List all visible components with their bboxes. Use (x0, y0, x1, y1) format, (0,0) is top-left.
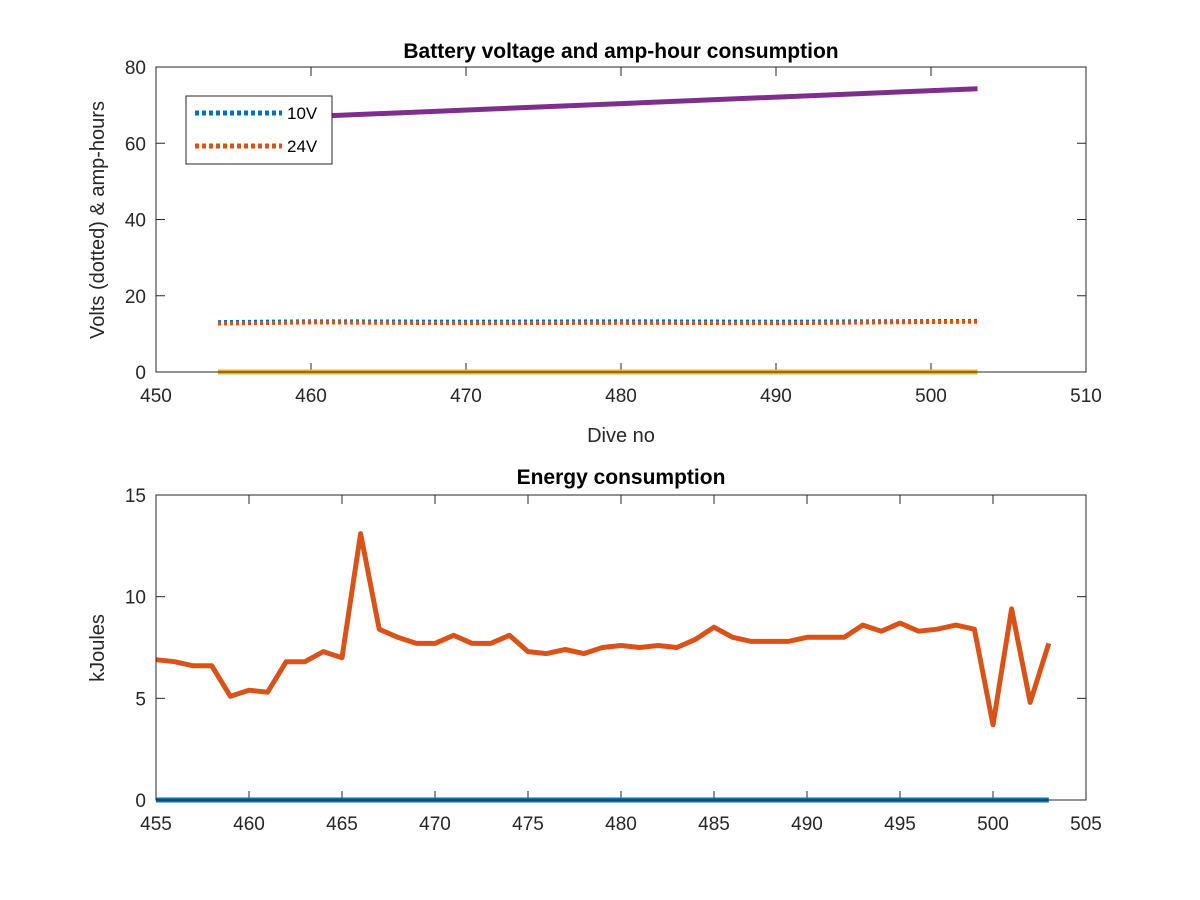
top-xtick-label: 500 (915, 386, 947, 407)
bottom-plot-title: Energy consumption (517, 466, 726, 489)
top-xtick-label: 510 (1070, 386, 1102, 407)
bottom-xtick-label: 485 (698, 814, 730, 835)
bottom-plot-ylabel: kJoules (87, 614, 109, 682)
bottom-plot-frame (155, 494, 1087, 801)
bottom-xtick-label: 505 (1070, 814, 1102, 835)
top-plot-ylabel: Volts (dotted) & amp-hours (87, 101, 109, 339)
top-ytick-label: 40 (125, 211, 146, 232)
top-xtick-label: 460 (295, 386, 327, 407)
legend-label-24v: 24V (287, 137, 318, 156)
bottom-xtick-label: 455 (140, 814, 172, 835)
bottom-xtick-label: 460 (233, 814, 265, 835)
bottom-series-line-1 (155, 531, 1052, 728)
top-plot-ticks: 450 460 470 480 490 500 510 0 20 40 60 80 (125, 58, 1102, 407)
bottom-ytick-label: 5 (135, 689, 146, 710)
bottom-xtick-label: 495 (884, 814, 916, 835)
bottom-ytick-label: 0 (135, 791, 146, 812)
top-ytick-label: 60 (125, 134, 146, 155)
top-ytick-label: 20 (125, 287, 146, 308)
top-xtick-label: 480 (605, 386, 637, 407)
top-ytick-label: 80 (125, 58, 146, 79)
bottom-plot: Energy consumption kJoules 455 460 465 470 4… (87, 466, 1102, 835)
top-series-24v (217, 319, 978, 326)
top-xtick-label: 490 (760, 386, 792, 407)
bottom-xtick-label: 465 (326, 814, 358, 835)
bottom-ytick-label: 10 (125, 588, 146, 609)
bottom-xtick-label: 475 (512, 814, 544, 835)
legend-box (185, 95, 333, 165)
top-plot-title: Battery voltage and amp-hour consumption (403, 40, 838, 63)
top-xtick-label: 450 (140, 386, 172, 407)
legend-label-10v: 10V (287, 104, 318, 123)
bottom-xtick-label: 480 (605, 814, 637, 835)
bottom-xtick-label: 490 (791, 814, 823, 835)
top-plot: Battery voltage and amp-hour consumption… (87, 40, 1102, 447)
bottom-xtick-label: 500 (977, 814, 1009, 835)
top-ytick-label: 0 (135, 363, 146, 384)
bottom-ytick-label: 15 (125, 486, 146, 507)
top-plot-frame (155, 66, 1087, 373)
bottom-xtick-label: 470 (419, 814, 451, 835)
top-xtick-label: 470 (450, 386, 482, 407)
top-plot-xlabel: Dive no (587, 425, 655, 447)
legend: 10V 24V (185, 95, 333, 165)
top-series-line-3 (217, 86, 978, 123)
